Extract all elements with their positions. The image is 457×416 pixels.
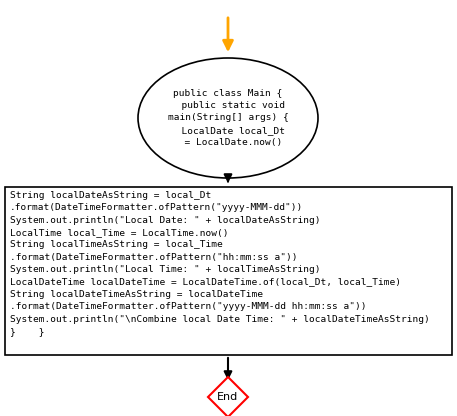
Text: String localDateAsString = local_Dt
.format(DateTimeFormatter.ofPattern("yyyy-MM: String localDateAsString = local_Dt .for…: [10, 191, 430, 336]
Text: public class Main {
  public static void
main(String[] args) {
  LocalDate local: public class Main { public static void m…: [168, 89, 288, 147]
Bar: [5, 187, 452, 355]
Polygon shape: [208, 377, 248, 416]
Text: End: End: [218, 392, 239, 402]
Ellipse shape: [138, 58, 318, 178]
